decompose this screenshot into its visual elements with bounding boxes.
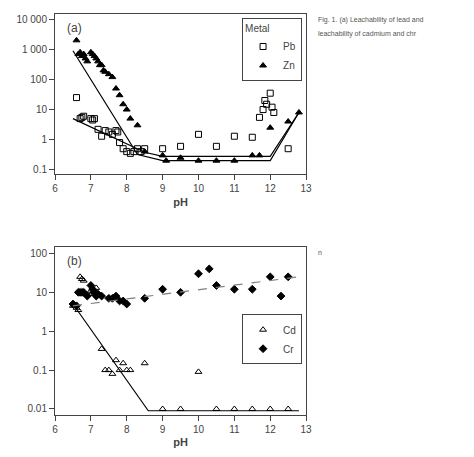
svg-text:1: 1: [41, 134, 47, 145]
svg-text:Fig. 1. (a) Leachability of le: Fig. 1. (a) Leachability of lead and: [318, 16, 424, 24]
svg-text:7: 7: [88, 183, 94, 194]
svg-text:11: 11: [229, 183, 240, 194]
svg-text:9: 9: [160, 183, 166, 194]
svg-text:10: 10: [36, 104, 48, 115]
svg-text:12: 12: [265, 424, 277, 435]
svg-text:0.1: 0.1: [33, 365, 47, 376]
svg-text:(a): (a): [67, 21, 82, 35]
svg-text:n: n: [318, 249, 322, 256]
svg-text:8: 8: [124, 424, 130, 435]
svg-text:10: 10: [193, 183, 205, 194]
svg-text:1 000: 1 000: [22, 44, 47, 55]
svg-text:13: 13: [301, 424, 313, 435]
svg-text:10: 10: [193, 424, 205, 435]
svg-text:12: 12: [265, 183, 277, 194]
svg-text:Cr: Cr: [283, 344, 294, 355]
svg-text:13: 13: [301, 183, 313, 194]
svg-text:(b): (b): [67, 254, 82, 268]
svg-text:Cd: Cd: [283, 325, 296, 336]
svg-text:100: 100: [30, 74, 47, 85]
svg-text:6: 6: [52, 183, 58, 194]
svg-text:0.1: 0.1: [33, 164, 47, 175]
svg-text:100: 100: [30, 248, 47, 259]
svg-text:6: 6: [52, 424, 58, 435]
svg-text:pH: pH: [173, 196, 188, 208]
svg-text:11: 11: [229, 424, 240, 435]
svg-text:8: 8: [124, 183, 130, 194]
svg-text:10: 10: [36, 287, 48, 298]
svg-text:0.01: 0.01: [28, 403, 48, 414]
svg-text:9: 9: [160, 424, 166, 435]
svg-text:10 000: 10 000: [16, 14, 47, 25]
svg-text:pH: pH: [173, 436, 188, 448]
svg-text:1: 1: [41, 326, 47, 337]
svg-text:Metal: Metal: [245, 23, 269, 34]
svg-text:leachability of cadmium and ch: leachability of cadmium and chr: [318, 30, 417, 38]
svg-text:Zn: Zn: [283, 60, 295, 71]
svg-text:Pb: Pb: [283, 41, 296, 52]
svg-text:7: 7: [88, 424, 94, 435]
